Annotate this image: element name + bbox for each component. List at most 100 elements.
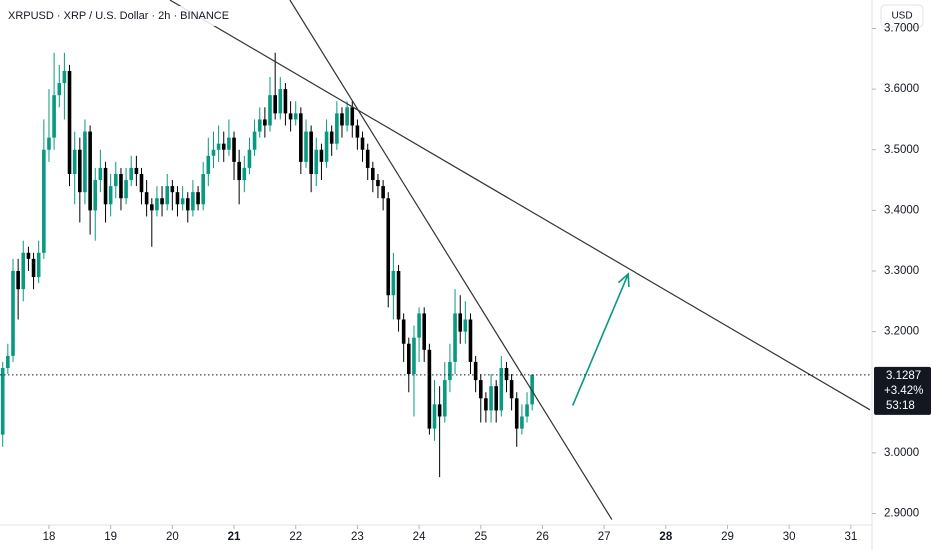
candle-body	[57, 83, 62, 96]
candle-body	[386, 198, 391, 296]
candle-body	[514, 398, 519, 429]
x-tick-label: 30	[783, 531, 796, 543]
candle-body	[185, 198, 190, 211]
x-tick-label: 24	[413, 531, 426, 543]
x-tick-label: 27	[598, 531, 611, 543]
candle-body	[458, 313, 463, 332]
candle-body	[196, 192, 200, 205]
candle-body	[324, 131, 329, 162]
candle-body	[478, 380, 483, 399]
candle-body	[350, 107, 355, 126]
candle-body	[412, 337, 416, 375]
candle-body	[509, 380, 514, 399]
candle-body	[381, 186, 385, 199]
candle-body	[473, 361, 478, 381]
candle-body	[129, 167, 134, 181]
candle-body	[278, 89, 283, 114]
candle-body	[355, 125, 360, 138]
y-tick-label: 3.3000	[884, 265, 919, 277]
candle-body	[201, 173, 205, 205]
trendline	[169, 0, 871, 411]
x-tick-label: 23	[351, 531, 364, 543]
candle-body	[329, 131, 334, 144]
candle-body	[103, 167, 108, 205]
candle-body	[283, 89, 288, 114]
candle-body	[443, 380, 447, 417]
currency-box[interactable]	[880, 4, 924, 28]
candle-body	[113, 173, 118, 187]
candle-body	[72, 149, 77, 174]
x-tick-label: 20	[166, 531, 179, 543]
countdown: 53:18	[886, 400, 915, 412]
candle-body	[453, 313, 457, 362]
candle-body	[21, 252, 26, 290]
y-tick-label: 3.0000	[884, 447, 919, 459]
candle-body	[365, 149, 370, 168]
trendline	[289, 0, 613, 520]
currency: USD	[891, 11, 912, 22]
y-tick-label: 3.6000	[884, 83, 919, 95]
y-tick-label: 2.9000	[884, 508, 919, 520]
candle-body	[108, 186, 113, 205]
candle-body	[376, 180, 380, 187]
candle-body	[144, 192, 149, 205]
candle-body	[119, 173, 123, 199]
candle-body	[52, 95, 56, 138]
x-tick-label: 28	[659, 531, 672, 543]
candle-body	[175, 192, 180, 205]
candle-body	[191, 192, 195, 211]
candle-body	[0, 367, 5, 435]
y-tick-label: 3.5000	[884, 144, 919, 156]
candle-body	[160, 198, 164, 205]
x-tick-label: 18	[43, 531, 56, 543]
candle-body	[221, 143, 226, 150]
x-tick-label: 19	[104, 531, 117, 543]
candle-body	[98, 167, 103, 181]
candle-body	[520, 416, 524, 429]
candle-body	[88, 131, 92, 211]
candle-body	[401, 319, 406, 344]
chart-title: XRPUSD · XRP / U.S. Dollar · 2h · BINANC…	[8, 10, 229, 22]
candle-body	[422, 313, 427, 350]
title-bg	[5, 6, 227, 26]
candle-body	[432, 404, 437, 429]
candle-body	[463, 319, 468, 332]
candle-body	[371, 167, 375, 181]
candle-body	[360, 137, 365, 150]
candle-body	[237, 161, 241, 181]
candle-body	[16, 270, 20, 290]
price-change: +3.42%	[884, 385, 923, 397]
x-tick-label: 26	[536, 531, 549, 543]
candle-body	[242, 167, 247, 181]
candle-body	[155, 198, 159, 211]
x-tick-label: 31	[844, 531, 857, 543]
candle-body	[206, 155, 211, 174]
candle-body	[36, 252, 41, 278]
candle-body	[11, 270, 15, 356]
candle-body	[288, 113, 293, 120]
candle-body	[252, 131, 257, 150]
candle-body	[216, 143, 221, 150]
candle-body	[304, 131, 308, 162]
candle-body	[83, 131, 87, 193]
price-box	[874, 366, 931, 415]
candle-body	[530, 374, 534, 405]
candle-body	[391, 270, 396, 296]
candle-body	[335, 113, 339, 144]
candle-body	[499, 367, 504, 411]
arrow	[571, 273, 629, 406]
candle-body	[406, 343, 411, 375]
candle-body	[67, 70, 72, 174]
candle-body	[227, 137, 231, 150]
y-tick-label: 3.4000	[884, 204, 919, 216]
candle-body	[165, 186, 170, 205]
candle-body	[319, 149, 324, 162]
plot	[0, 0, 871, 520]
candle-body	[345, 107, 349, 126]
candle-body	[484, 398, 488, 411]
arrow-head	[617, 272, 630, 288]
candle-body	[124, 180, 128, 199]
candle-body	[232, 137, 236, 162]
